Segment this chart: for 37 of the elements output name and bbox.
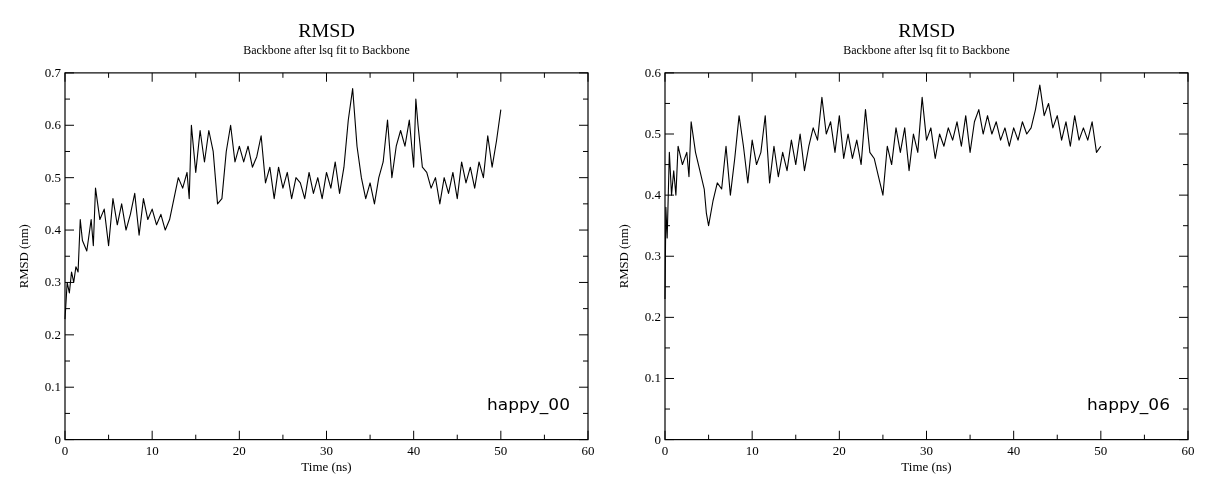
annotation: happy_00 [487, 394, 570, 416]
chart-title: RMSD [298, 19, 355, 42]
y-tick-label: 0.4 [44, 223, 62, 237]
x-tick-label: 10 [145, 444, 159, 459]
y-tick-label: 0.3 [644, 249, 661, 264]
y-tick-label: 0.6 [644, 65, 662, 80]
y-tick-label: 0.3 [44, 275, 61, 290]
x-tick-label: 40 [407, 444, 421, 459]
x-tick-label: 40 [1007, 444, 1021, 459]
x-tick-label: 60 [1181, 444, 1195, 459]
y-tick-label: 0.5 [44, 170, 61, 185]
y-tick-label: 0.1 [644, 371, 661, 386]
y-tick-label: 0.1 [44, 380, 61, 395]
x-tick-label: 30 [920, 444, 933, 459]
y-tick-label: 0.2 [44, 327, 61, 342]
x-tick-label: 20 [832, 444, 846, 459]
y-tick-label: 0.7 [44, 65, 62, 80]
y-tick-label: 0.5 [644, 127, 661, 141]
chart-subtitle: Backbone after lsq fit to Backbone [243, 43, 410, 58]
y-axis-title: RMSD (nm) [616, 224, 632, 289]
x-axis-title: Time (ns) [901, 460, 952, 475]
y-tick-label: 0.4 [644, 188, 662, 203]
y-tick-label: 0 [654, 432, 661, 447]
y-tick-label: 0.6 [44, 118, 62, 133]
y-tick-label: 0 [54, 432, 61, 447]
x-axis-title: Time (ns) [301, 460, 352, 475]
x-tick-label: 50 [494, 444, 508, 459]
x-tick-label: 30 [320, 444, 333, 459]
chart-subtitle: Backbone after lsq fit to Backbone [843, 43, 1010, 58]
x-tick-label: 50 [1094, 444, 1108, 459]
y-tick-label: 0.2 [644, 310, 661, 325]
x-tick-label: 20 [232, 444, 246, 459]
y-axis-title: RMSD (nm) [16, 224, 32, 289]
annotation: happy_06 [1087, 394, 1170, 416]
x-tick-label: 60 [581, 444, 595, 459]
chart-title: RMSD [898, 19, 955, 42]
x-tick-label: 10 [745, 444, 759, 459]
